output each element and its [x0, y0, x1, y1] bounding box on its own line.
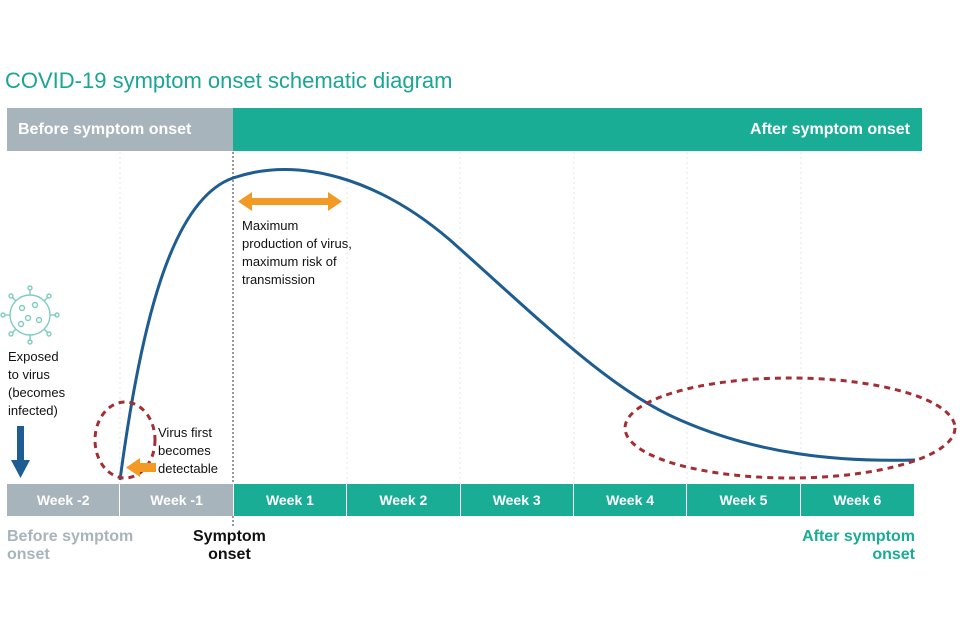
week-axis: Week -2 Week -1 Week 1 Week 2 Week 3 Wee…: [7, 484, 914, 516]
down-arrow-icon: [11, 426, 30, 478]
maximum-production-label: Maximum production of virus, maximum ris…: [242, 218, 352, 287]
bottom-label-symptom-onset: Symptom onset: [193, 528, 266, 563]
week-cell: Week 1: [233, 484, 348, 516]
week-cell: Week -2: [7, 484, 121, 516]
exposed-label: Exposed to virus (becomes infected): [8, 349, 66, 418]
virus-icon: [0, 285, 60, 345]
band-before-symptom-onset: Before symptom onset: [7, 108, 233, 151]
week-cell: Week 2: [347, 484, 461, 516]
tail-ellipse: [623, 376, 957, 480]
week-cell: Week 5: [687, 484, 801, 516]
bottom-label-after: After symptom onset: [802, 528, 915, 563]
week-cell: Week 3: [460, 484, 574, 516]
detectable-ellipse: [93, 400, 157, 480]
detectable-label: Virus first becomes detectable: [158, 425, 218, 476]
week-cell: Week 6: [800, 484, 914, 516]
diagram-title: COVID-19 symptom onset schematic diagram: [5, 68, 453, 93]
band-after-symptom-onset: After symptom onset: [233, 108, 922, 151]
viral-load-curve: [118, 168, 916, 481]
detectable-arrow-icon: [126, 458, 156, 477]
max-production-arrow: [238, 192, 342, 211]
bottom-label-before: Before symptom onset: [7, 528, 134, 563]
week-gridlines: [119, 152, 802, 484]
week-cell: Week -1: [120, 484, 234, 516]
week-cell: Week 4: [573, 484, 688, 516]
